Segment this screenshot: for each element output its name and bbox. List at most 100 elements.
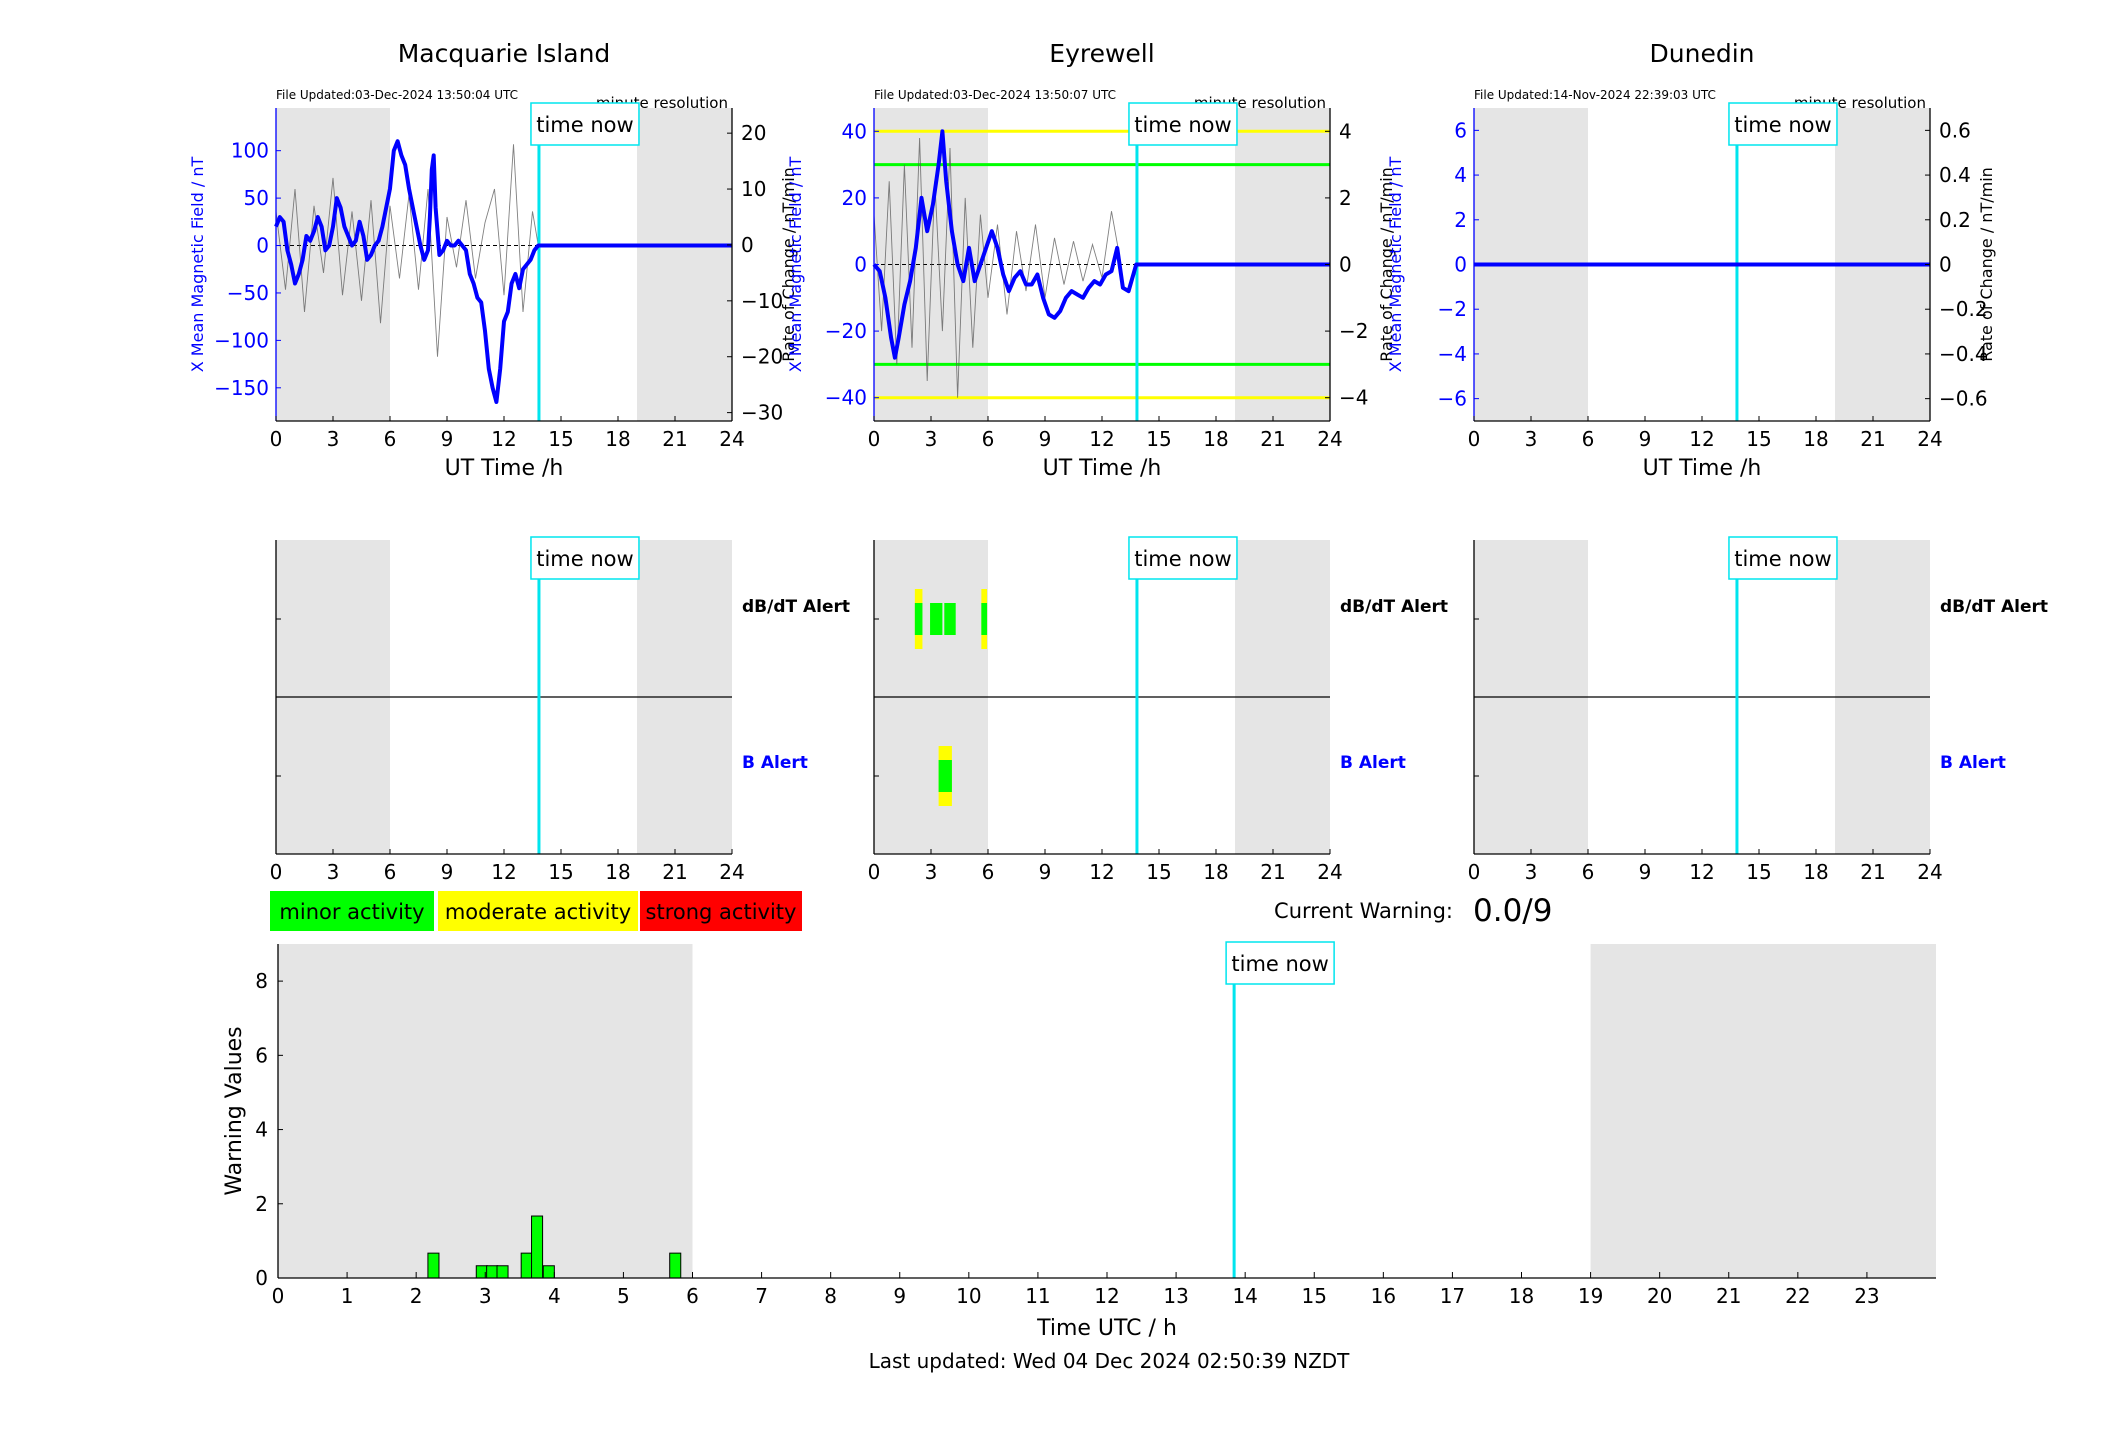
x-axis-label: UT Time /h: [445, 456, 564, 481]
y-tick-label: 0: [256, 234, 269, 258]
y2-tick-label: 0.4: [1939, 163, 1971, 187]
time-now-label: time now: [536, 547, 633, 571]
alert-panel-2: time now 0 3 6 9 12 15 18 21 24 dB/dT Alert B Alert: [868, 536, 1448, 884]
x-tick-label: 3: [925, 427, 938, 451]
y2-tick-label: −4: [1339, 386, 1368, 410]
time-now-marker: time now: [1728, 102, 1838, 146]
x-tick-label: 0: [272, 1284, 285, 1308]
dbdt-alert-label: dB/dT Alert: [742, 597, 850, 617]
warning-bar: [531, 1215, 544, 1279]
x-tick-label: 21: [1860, 860, 1885, 884]
x-tick-label: 0: [270, 860, 283, 884]
station-title: Dunedin: [1650, 39, 1755, 68]
y-tick-label: −100: [214, 328, 269, 352]
warning-bar: [486, 1265, 499, 1279]
station-title: Eyrewell: [1049, 39, 1154, 68]
x-tick-label: 13: [1163, 1284, 1188, 1308]
field-line: [274, 139, 732, 404]
x-tick-label: 15: [548, 427, 573, 451]
time-now-label-box: [1128, 536, 1238, 580]
x-axis-label: UT Time /h: [1643, 456, 1762, 481]
field-panel-2: Eyrewell File Updated:03-Dec-2024 13:50:0…: [786, 39, 1396, 481]
y2-tick-label: 0: [741, 233, 754, 257]
warning-bar: [520, 1252, 533, 1279]
y-tick-label: 20: [842, 186, 867, 210]
y-tick-label: −150: [214, 376, 269, 400]
x-tick-label: 18: [1203, 427, 1228, 451]
alert-segment: [938, 760, 952, 792]
x-tick-label: 6: [1582, 860, 1595, 884]
time-now-label-box: [1225, 941, 1335, 985]
x-tick-label: 12: [1689, 860, 1714, 884]
x-tick-label: 15: [1302, 1284, 1327, 1308]
warning-bar: [496, 1265, 509, 1279]
y-axis-label: Warning Values: [222, 1026, 247, 1195]
x-tick-label: 4: [548, 1284, 561, 1308]
x-tick-label: 12: [491, 860, 516, 884]
x-tick-label: 10: [956, 1284, 981, 1308]
y-axis-label: X Mean Magnetic Field / nT: [1386, 157, 1405, 373]
x-tick-label: 0: [868, 860, 881, 884]
x-axis-label: Time UTC / h: [1036, 1316, 1177, 1341]
x-tick-label: 6: [982, 427, 995, 451]
y2-tick-label: 10: [741, 177, 766, 201]
y-tick-label: 8: [255, 969, 268, 993]
x-tick-label: 7: [755, 1284, 768, 1308]
legend-label: minor activity: [279, 900, 424, 924]
y2-axis-label: Rate of Change / nT/min: [1377, 167, 1396, 362]
x-tick-label: 3: [479, 1284, 492, 1308]
x-tick-label: 18: [1509, 1284, 1534, 1308]
x-tick-label: 18: [605, 860, 630, 884]
x-tick-label: 24: [1317, 860, 1342, 884]
last-updated-text: Last updated: Wed 04 Dec 2024 02:50:39 N…: [869, 1349, 1351, 1373]
activity-legend: minor activity moderate activity strong ac…: [270, 891, 802, 931]
y-tick-label: 0: [854, 253, 867, 277]
x-tick-label: 9: [1039, 860, 1052, 884]
b-alert-label: B Alert: [1940, 753, 2006, 773]
x-tick-label: 12: [1094, 1284, 1119, 1308]
y-tick-label: 100: [231, 139, 269, 163]
time-now-label-box: [1128, 102, 1238, 146]
x-tick-label: 6: [686, 1284, 699, 1308]
y2-tick-label: −0.4: [1939, 342, 1988, 366]
y-tick-label: −40: [825, 386, 867, 410]
dbdt-alert-label: dB/dT Alert: [1340, 597, 1448, 617]
alert-panel-3: time now 0 3 6 9 12 15 18 21 24 dB/dT Alert B Alert: [1468, 536, 2048, 884]
alert-segment: [930, 603, 943, 635]
night-shading: [278, 944, 693, 1278]
y2-tick-label: 0.6: [1939, 118, 1971, 142]
x-tick-label: 11: [1025, 1284, 1050, 1308]
x-tick-label: 18: [605, 427, 630, 451]
legend-swatch: [270, 891, 434, 931]
x-tick-label: 0: [1468, 860, 1481, 884]
panels-layer: Macquarie Island File Updated:03-Dec-2024…: [188, 39, 2048, 1373]
time-now-label-box: [1728, 536, 1838, 580]
x-tick-label: 16: [1371, 1284, 1396, 1308]
x-axis-label: UT Time /h: [1043, 456, 1162, 481]
file-updated-text: File Updated:14-Nov-2024 22:39:03 UTC: [1474, 88, 1716, 102]
time-now-marker: time now: [530, 102, 640, 146]
legend-item: strong activity: [640, 891, 802, 931]
time-now-label: time now: [1134, 547, 1231, 571]
y-tick-label: 2: [1454, 208, 1467, 232]
file-updated-text: File Updated:03-Dec-2024 13:50:04 UTC: [276, 88, 518, 102]
x-tick-label: 19: [1578, 1284, 1603, 1308]
field-panel-3: Dunedin File Updated:14-Nov-2024 22:39:03…: [1386, 39, 1996, 481]
x-tick-label: 6: [1582, 427, 1595, 451]
x-tick-label: 3: [1525, 860, 1538, 884]
x-tick-label: 24: [719, 860, 744, 884]
y2-tick-label: −30: [741, 401, 783, 425]
time-now-marker: time now: [1225, 941, 1335, 985]
y2-tick-label: −0.2: [1939, 297, 1988, 321]
b-alert-label: B Alert: [1340, 753, 1406, 773]
y2-axis-label: Rate of Change / nT/min: [779, 167, 798, 362]
time-now-label: time now: [536, 113, 633, 137]
x-tick-label: 0: [868, 427, 881, 451]
y-tick-label: 6: [1454, 118, 1467, 142]
y2-tick-label: −20: [741, 345, 783, 369]
y-tick-label: −4: [1438, 342, 1467, 366]
x-tick-label: 18: [1203, 860, 1228, 884]
y2-tick-label: −10: [741, 289, 783, 313]
time-now-marker: time now: [1128, 536, 1238, 580]
